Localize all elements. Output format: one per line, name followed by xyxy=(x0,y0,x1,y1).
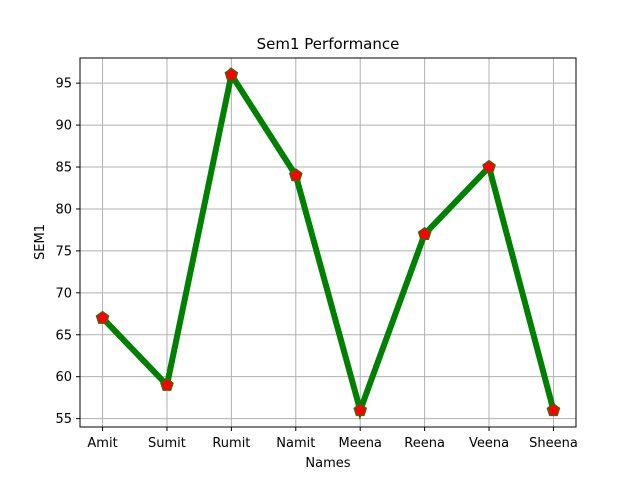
x-tick-label: Veena xyxy=(469,436,509,451)
series-line-group xyxy=(100,66,557,421)
data-point xyxy=(417,226,432,240)
data-point xyxy=(224,67,239,81)
y-tick-label: 85 xyxy=(55,161,72,176)
x-tick-label: Sumit xyxy=(148,436,186,451)
x-tick-label: Meena xyxy=(338,436,381,451)
y-tick-label: 65 xyxy=(55,328,72,343)
series-line xyxy=(100,66,557,421)
data-point xyxy=(288,168,303,182)
data-point xyxy=(160,377,174,391)
y-tick-label: 70 xyxy=(55,286,72,301)
axis-ticks xyxy=(76,82,554,431)
data-point xyxy=(482,159,496,173)
x-tick-label: Rumit xyxy=(212,436,250,451)
y-tick-label: 75 xyxy=(55,244,72,259)
y-tick-label: 95 xyxy=(55,77,72,92)
data-point xyxy=(353,402,368,417)
x-axis-label: Names xyxy=(305,456,350,471)
x-tick-label: Namit xyxy=(276,436,315,451)
x-tick-label: Amit xyxy=(87,436,117,451)
y-tick-label: 90 xyxy=(55,119,72,134)
data-point-markers xyxy=(95,67,561,417)
y-tick-label: 55 xyxy=(55,412,72,427)
axis-tick-labels: Amit Sumit Rumit Namit Meena Reena Veena Sheena… xyxy=(55,77,577,451)
data-point xyxy=(546,402,561,417)
y-tick-label: 80 xyxy=(55,202,72,217)
data-point xyxy=(95,310,110,324)
x-tick-label: Sheena xyxy=(529,436,578,451)
x-tick-label: Reena xyxy=(404,436,445,451)
chart-title: Sem1 Performance xyxy=(257,35,400,53)
y-tick-label: 60 xyxy=(55,370,72,385)
y-axis-label: SEM1 xyxy=(33,224,48,260)
plot-frame xyxy=(79,57,577,428)
